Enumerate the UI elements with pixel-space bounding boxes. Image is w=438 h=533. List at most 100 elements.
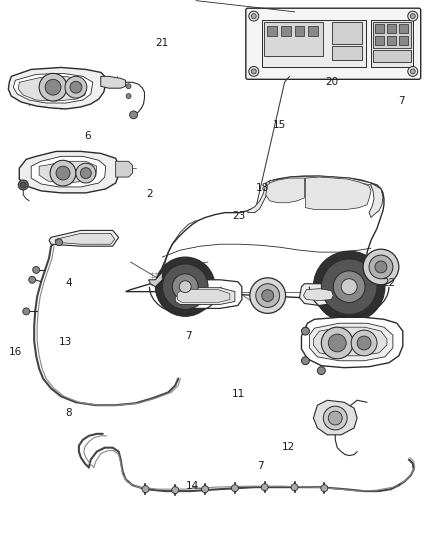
Bar [281,26,290,36]
Circle shape [172,487,179,494]
Circle shape [126,94,131,99]
Circle shape [162,264,208,310]
Circle shape [321,484,328,491]
Polygon shape [305,177,371,209]
Text: 21: 21 [155,38,168,48]
Bar [264,22,323,55]
Bar [375,36,384,45]
Circle shape [142,486,149,492]
Circle shape [301,327,309,335]
Circle shape [130,111,138,119]
Circle shape [251,14,256,19]
Circle shape [321,259,377,314]
Bar [387,24,396,33]
Text: 22: 22 [382,278,396,288]
Circle shape [314,251,385,322]
Text: 15: 15 [272,120,286,130]
Text: 7: 7 [185,331,192,341]
Circle shape [249,11,259,21]
Text: 7: 7 [257,461,264,471]
Circle shape [33,266,40,273]
Polygon shape [270,176,372,188]
Polygon shape [314,327,387,356]
Circle shape [369,255,393,279]
Polygon shape [300,284,339,305]
Circle shape [333,271,365,303]
Polygon shape [266,178,304,203]
Circle shape [76,163,96,183]
FancyBboxPatch shape [246,8,421,79]
Text: 14: 14 [186,481,200,491]
Bar [373,50,411,61]
Circle shape [250,278,286,313]
Polygon shape [248,181,270,213]
Polygon shape [19,151,119,193]
Polygon shape [13,74,93,103]
Polygon shape [369,183,383,217]
Circle shape [318,367,325,375]
Text: 2: 2 [146,189,153,199]
Bar [332,22,362,44]
Circle shape [249,67,259,76]
Polygon shape [116,161,133,177]
Circle shape [172,274,198,300]
Text: 18: 18 [256,183,269,193]
Circle shape [323,406,347,430]
Text: 6: 6 [84,131,91,141]
Bar [371,20,413,68]
Polygon shape [304,289,333,301]
Circle shape [262,289,274,302]
Circle shape [375,261,387,273]
Circle shape [201,486,208,492]
Polygon shape [126,176,384,297]
Polygon shape [39,161,97,183]
Circle shape [251,69,256,74]
Text: 7: 7 [398,96,404,106]
Circle shape [81,168,91,179]
Text: 20: 20 [325,77,339,86]
Circle shape [20,182,26,188]
Bar [399,36,408,45]
Circle shape [291,484,298,491]
Circle shape [179,281,191,293]
Circle shape [408,11,418,21]
Polygon shape [172,280,242,309]
Circle shape [410,14,415,19]
Circle shape [18,180,28,190]
Polygon shape [148,272,162,287]
Circle shape [410,69,415,74]
Bar [373,22,411,48]
Polygon shape [49,230,119,246]
Bar [262,20,366,68]
Circle shape [256,284,279,308]
Circle shape [70,81,82,93]
Circle shape [155,257,215,316]
Circle shape [408,67,418,76]
Circle shape [50,160,76,186]
Circle shape [39,74,67,101]
Circle shape [126,84,131,88]
Text: 4: 4 [66,278,72,288]
Circle shape [328,411,342,425]
Bar [308,26,318,36]
Circle shape [341,279,357,295]
Circle shape [65,76,87,98]
Polygon shape [177,289,230,303]
Bar [267,26,277,36]
Polygon shape [101,76,126,88]
Text: 12: 12 [282,442,295,453]
Circle shape [23,308,30,315]
Polygon shape [55,233,115,244]
Circle shape [261,484,268,491]
Circle shape [321,327,353,359]
Bar [375,24,384,33]
Bar [387,36,396,45]
Circle shape [328,334,346,352]
Circle shape [45,79,61,95]
Bar [332,46,362,60]
Polygon shape [314,400,357,435]
Circle shape [29,276,35,283]
Polygon shape [301,317,403,368]
Circle shape [231,484,238,491]
Bar [294,26,304,36]
